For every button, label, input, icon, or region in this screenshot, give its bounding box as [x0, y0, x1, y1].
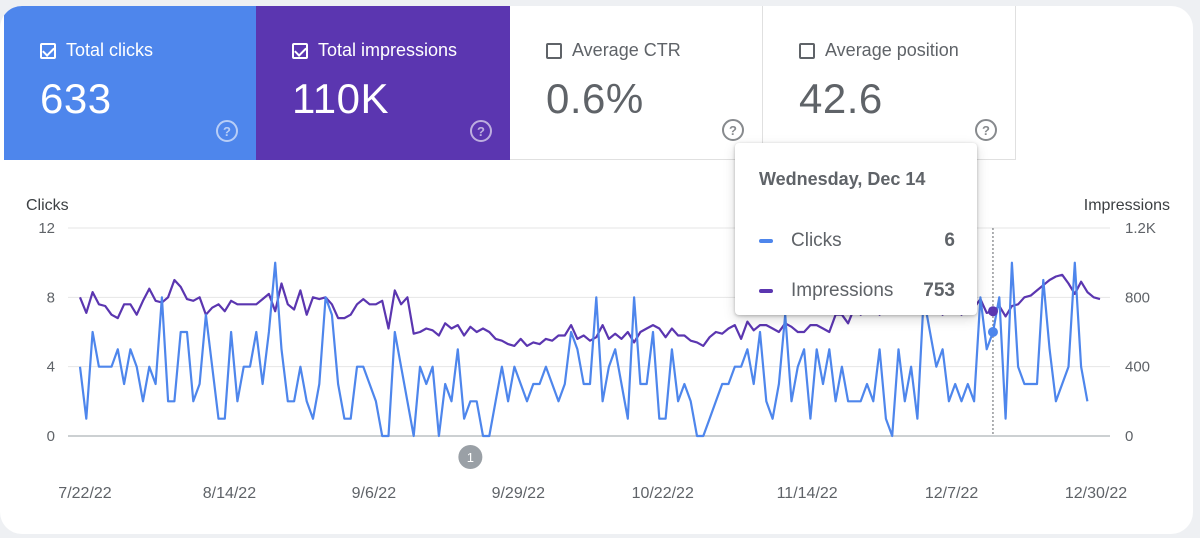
impressions-legend-line-icon: [759, 289, 773, 293]
metric-label: Total clicks: [66, 40, 154, 60]
tooltip-label: Clicks: [791, 230, 842, 251]
impressions-hover-point: [987, 306, 998, 317]
help-icon[interactable]: ?: [975, 119, 997, 141]
metric-value: 110K: [292, 75, 389, 122]
y-axis-right-label: Impressions: [1084, 197, 1170, 214]
metric-value: 42.6: [799, 75, 883, 122]
metric-total-impressions[interactable]: Total impressions 110K ?: [256, 6, 510, 160]
tooltip-label: Impressions: [791, 280, 894, 301]
performance-card: Total clicks 633 ? Total impressions 110…: [0, 6, 1193, 534]
x-tick-label: 7/22/22: [58, 485, 111, 502]
left-tick-label: 12: [38, 220, 55, 237]
right-tick-label: 400: [1125, 359, 1150, 376]
tooltip-row-impressions: Impressions 753: [759, 266, 955, 316]
tooltip-date: Wednesday, Dec 14: [759, 169, 926, 189]
x-tick-label: 10/22/22: [632, 485, 694, 502]
x-tick-label: 9/29/22: [492, 485, 545, 502]
x-tick-label: 12/30/22: [1065, 485, 1127, 502]
tooltip-value: 6: [944, 230, 955, 251]
right-tick-label: 800: [1125, 289, 1150, 306]
x-tick-label: 9/6/22: [352, 485, 397, 502]
clicks-hover-point: [987, 327, 998, 337]
metric-label: Total impressions: [318, 40, 458, 60]
checkbox-unchecked-icon[interactable]: [799, 42, 815, 59]
metric-total-clicks[interactable]: Total clicks 633 ?: [4, 6, 256, 160]
tooltip-row-clicks: Clicks 6: [759, 216, 955, 266]
checkbox-checked-icon[interactable]: [292, 42, 308, 59]
left-tick-label: 0: [47, 428, 55, 445]
annotation-marker-label: 1: [467, 450, 474, 465]
clicks-series-line: [78, 261, 1089, 438]
right-tick-label: 1.2K: [1125, 220, 1156, 237]
metric-label: Average position: [825, 40, 959, 60]
metric-value: 633: [40, 75, 112, 122]
checkbox-unchecked-icon[interactable]: [546, 42, 562, 59]
x-tick-label: 8/14/22: [203, 485, 256, 502]
help-icon[interactable]: ?: [470, 120, 492, 142]
metric-value: 0.6%: [546, 75, 644, 122]
checkbox-checked-icon[interactable]: [40, 42, 56, 59]
x-tick-label: 11/14/22: [777, 485, 838, 502]
clicks-legend-line-icon: [759, 239, 773, 243]
tooltip-value: 753: [923, 280, 955, 301]
annotation-marker: [458, 445, 483, 469]
metric-average-position[interactable]: Average position 42.6 ?: [763, 6, 1016, 160]
x-tick-label: 12/7/22: [925, 485, 978, 502]
help-icon[interactable]: ?: [216, 120, 238, 142]
help-icon[interactable]: ?: [722, 119, 744, 141]
left-tick-label: 8: [47, 289, 55, 306]
left-tick-label: 4: [47, 359, 55, 376]
right-tick-label: 0: [1125, 428, 1133, 445]
chart-tooltip: Wednesday, Dec 14 Clicks 6 Impressions 7…: [735, 143, 977, 315]
metric-label: Average CTR: [572, 40, 681, 60]
y-axis-left-label: Clicks: [26, 197, 69, 214]
metric-average-ctr[interactable]: Average CTR 0.6% ?: [510, 6, 763, 160]
